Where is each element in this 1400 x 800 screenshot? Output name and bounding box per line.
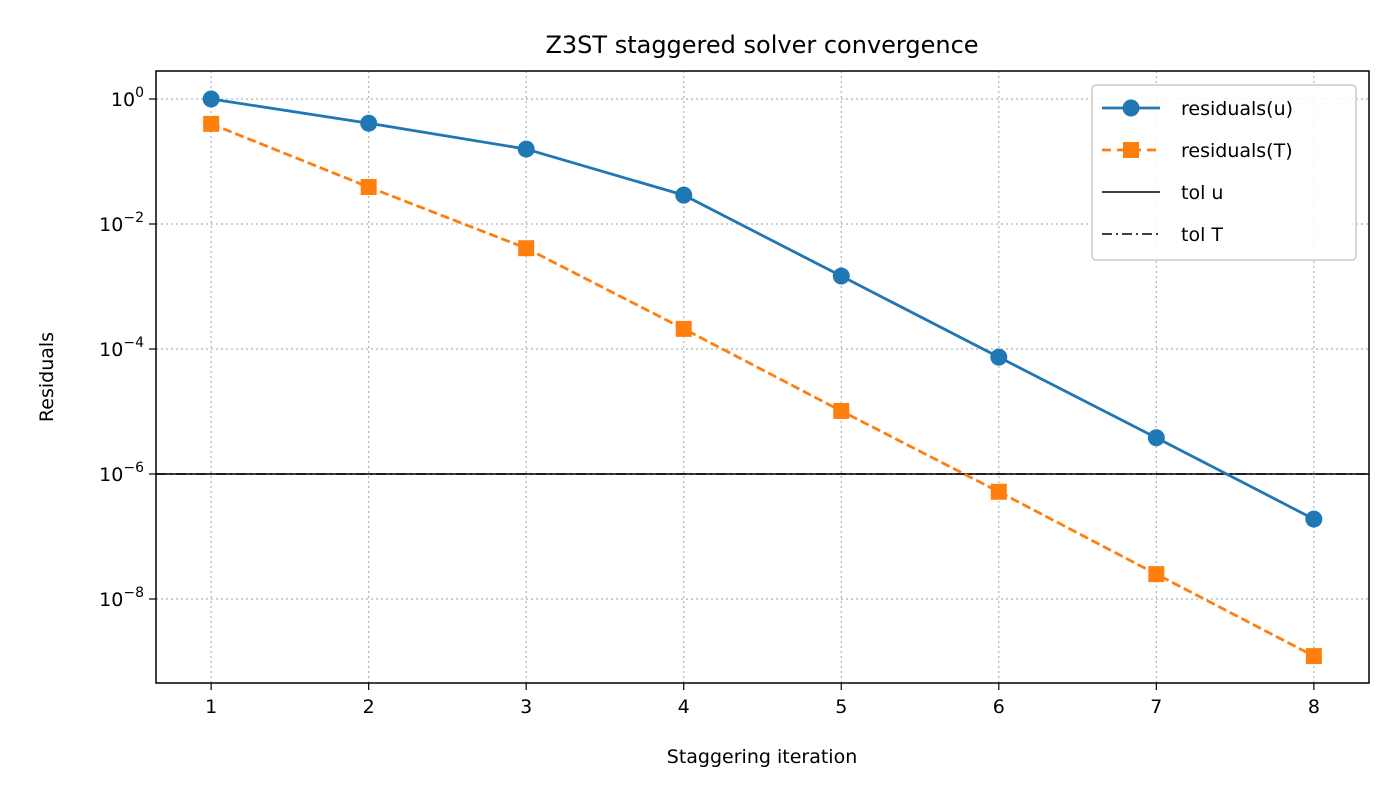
data-point-T <box>675 320 692 337</box>
data-point-T <box>833 402 850 419</box>
data-point-u <box>517 140 535 158</box>
chart-title: Z3ST staggered solver convergence <box>545 31 978 59</box>
series-line-0 <box>210 97 1315 521</box>
legend-box <box>1091 84 1357 261</box>
y-tick-label: 10−2 <box>99 210 144 236</box>
x-tick-label: 2 <box>363 696 375 718</box>
legend: residuals(u) residuals(T) tol u tol T <box>1091 84 1357 261</box>
data-point-T <box>518 240 535 257</box>
data-point-u <box>675 186 693 204</box>
y-tick-label: 10−8 <box>99 585 144 611</box>
x-tick-label: 5 <box>835 696 847 718</box>
legend-label: residuals(T) <box>1181 140 1293 162</box>
y-tick-label: 10−4 <box>99 335 144 361</box>
x-tick-label: 4 <box>678 696 690 718</box>
series-line-1 <box>210 122 1315 658</box>
data-point-T <box>1148 566 1165 583</box>
legend-label: tol T <box>1181 224 1223 246</box>
axes-frame <box>155 70 1370 684</box>
data-point-T <box>990 483 1007 500</box>
data-point-u <box>990 348 1008 366</box>
data-point-T <box>1305 648 1322 665</box>
x-tick-label: 1 <box>205 696 217 718</box>
x-axis-label: Staggering iteration <box>667 746 857 768</box>
y-tick-label: 100 <box>111 85 144 111</box>
legend-label: tol u <box>1181 182 1223 204</box>
data-point-T <box>360 179 377 196</box>
legend-label: residuals(u) <box>1181 98 1293 120</box>
data-point-u <box>832 267 850 285</box>
plot-area <box>156 90 1369 665</box>
data-point-u <box>1147 429 1165 447</box>
data-point-u <box>202 90 220 108</box>
legend-marker-circle <box>1122 99 1140 117</box>
data-point-u <box>1305 510 1323 528</box>
y-tick-label: 10−6 <box>99 460 144 486</box>
x-tick-label: 8 <box>1308 696 1320 718</box>
x-tick-label: 3 <box>520 696 532 718</box>
x-tick-label: 6 <box>993 696 1005 718</box>
legend-marker-square <box>1123 142 1139 158</box>
y-axis-label: Residuals <box>36 332 58 422</box>
x-tick-label: 7 <box>1150 696 1162 718</box>
data-point-u <box>360 114 378 132</box>
data-point-T <box>203 115 220 132</box>
